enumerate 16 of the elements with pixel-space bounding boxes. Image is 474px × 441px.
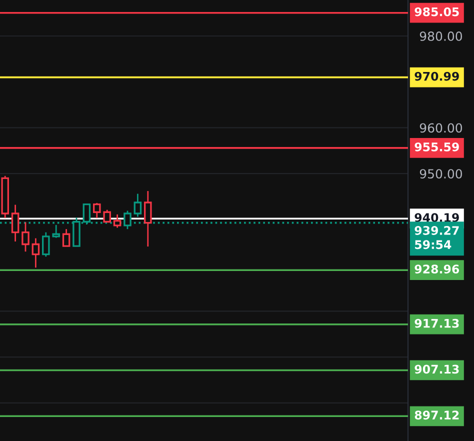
- text: 59:54: [415, 240, 452, 250]
- ref-line-label: 939.27: [414, 226, 459, 235]
- y-tick-label: 960.00: [420, 123, 462, 133]
- candlestick: [144, 190, 152, 248]
- candlestick: [32, 238, 40, 268]
- ref-line-label: 940.19: [414, 213, 459, 222]
- ref-line-label: 897.12: [414, 410, 459, 420]
- y-tick-label: 950.00: [420, 169, 462, 179]
- candlestick: [11, 204, 20, 242]
- ref-line-label: 928.96: [414, 264, 460, 274]
- ref-line-label: 970.99: [414, 72, 459, 81]
- ref-line-label: 917.13: [414, 318, 459, 328]
- y-tick-label: 980.00: [420, 31, 462, 41]
- ref-line-label: 955.59: [414, 142, 459, 152]
- ref-line-label: 985.05: [414, 7, 459, 16]
- ref-line-label: 907.13: [414, 364, 459, 374]
